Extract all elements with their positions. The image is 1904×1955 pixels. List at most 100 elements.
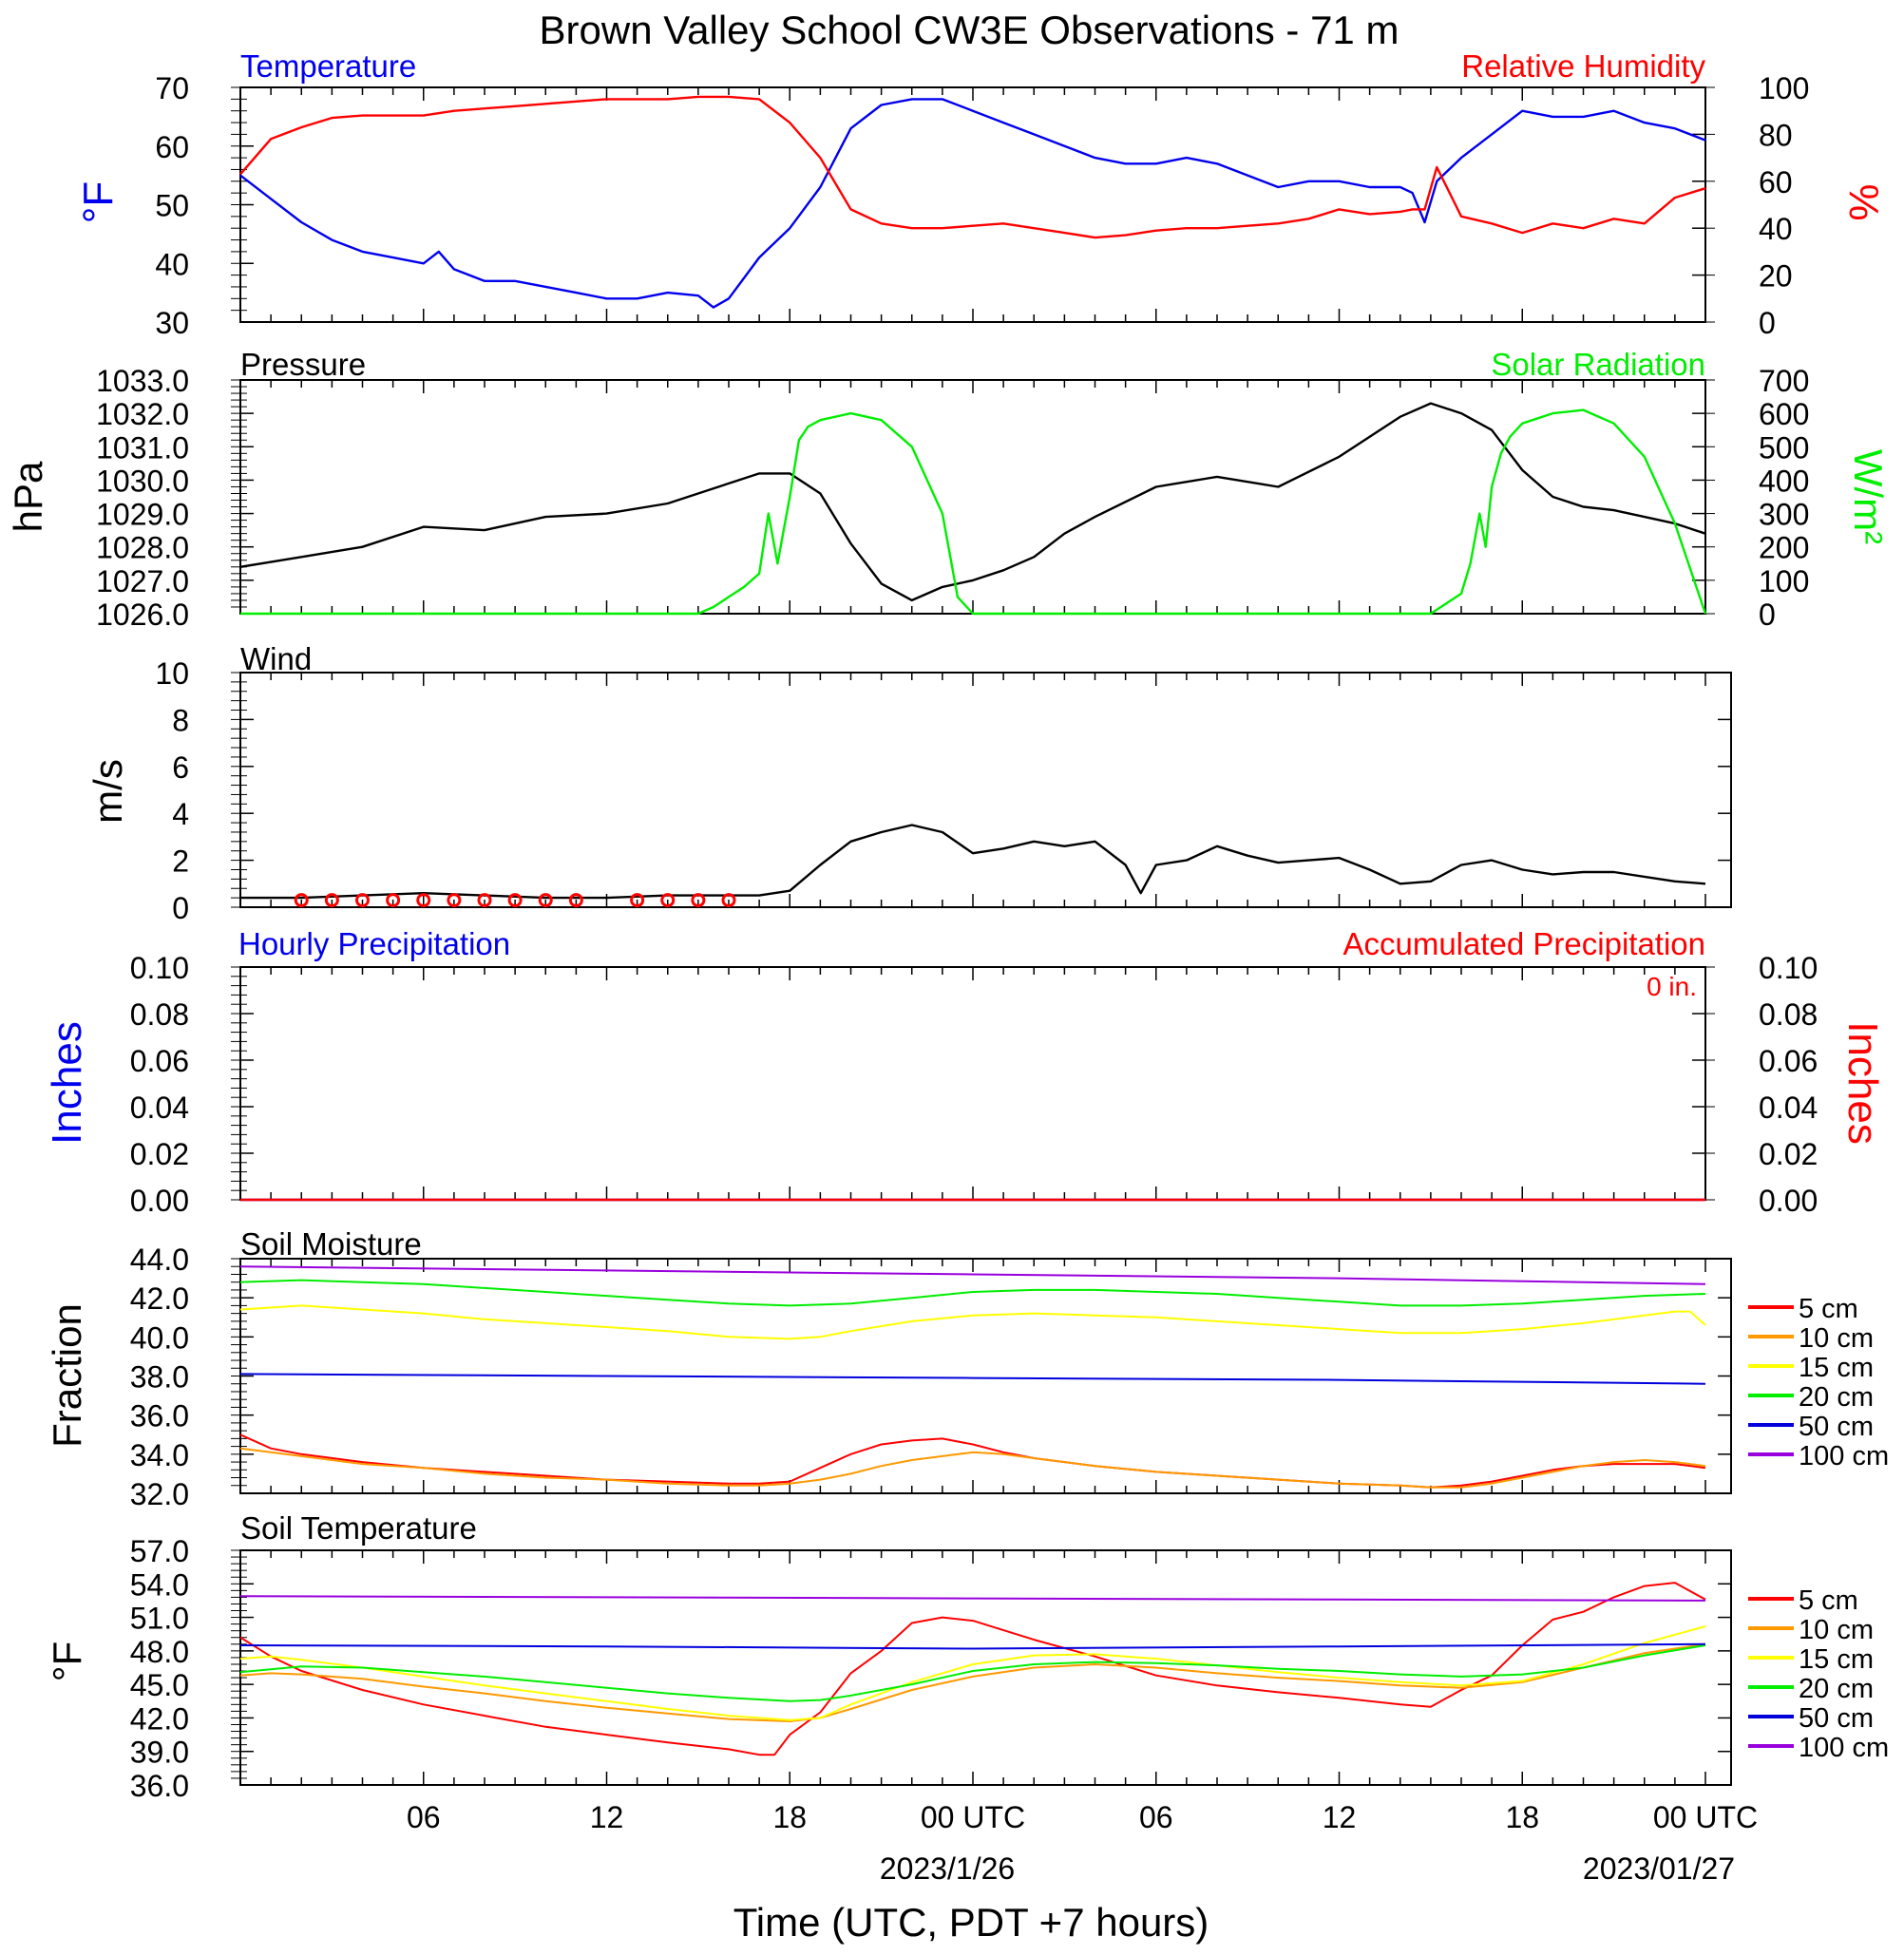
y-right-tick-label: 40 — [1759, 212, 1793, 246]
legend-label: 100 cm — [1799, 1733, 1889, 1763]
legend-label: 5 cm — [1799, 1294, 1858, 1324]
series-line-solar-radiation — [240, 408, 1707, 616]
y-right-tick-label: 0 — [1759, 306, 1776, 340]
series-line-10-cm — [239, 1447, 1706, 1489]
precip-left-axis-label: Inches — [44, 1021, 90, 1145]
x-axis-label: Time (UTC, PDT +7 hours) — [733, 1900, 1209, 1945]
calm-wind-marker — [477, 893, 492, 908]
series-line-wind — [240, 824, 1706, 900]
y-tick-label: 60 — [155, 130, 189, 164]
calm-wind-marker — [507, 893, 523, 908]
y-tick-label: 1027.0 — [96, 564, 189, 598]
legend-label: 15 cm — [1799, 1353, 1874, 1383]
y-tick-label: 44.0 — [130, 1243, 189, 1277]
y-tick-label: 0 — [172, 891, 189, 925]
y-right-tick-label: 0.00 — [1759, 1184, 1818, 1218]
x-tick-label: 06 — [1139, 1800, 1173, 1834]
y-tick-label: 0.04 — [130, 1091, 189, 1125]
plot-frame — [239, 966, 1706, 1201]
soil-temperature-title: Soil Temperature — [240, 1510, 477, 1546]
y-tick-label: 1031.0 — [96, 430, 189, 465]
soil-moisture-axis-label: Fraction — [45, 1303, 89, 1448]
y-tick-label: 1033.0 — [96, 364, 189, 398]
calm-wind-marker — [721, 893, 736, 908]
precip-right-axis-label: Inches — [1839, 1021, 1886, 1145]
series-line-50-cm — [239, 1373, 1706, 1385]
y-tick-label: 1028.0 — [96, 531, 189, 565]
calm-wind-marker — [294, 893, 309, 908]
y-right-tick-label: 700 — [1759, 364, 1809, 398]
chart-title: Brown Valley School CW3E Observations - … — [540, 8, 1399, 52]
calm-wind-marker — [660, 893, 676, 908]
y-tick-label: 51.0 — [130, 1602, 189, 1636]
accum-precip-value: 0 in. — [1647, 972, 1697, 1001]
y-right-tick-label: 0.06 — [1759, 1044, 1818, 1078]
y-tick-label: 42.0 — [130, 1701, 189, 1736]
calm-wind-marker — [416, 893, 431, 908]
y-tick-label: 8 — [172, 703, 189, 737]
x-tick-label: 12 — [590, 1800, 624, 1834]
y-tick-label: 39.0 — [130, 1736, 189, 1770]
series-line-15-cm — [239, 1304, 1706, 1340]
series-line-5-cm — [239, 1582, 1706, 1756]
x-tick-label: 00 UTC — [1653, 1800, 1758, 1834]
legend-label: 20 cm — [1799, 1674, 1874, 1704]
y-tick-label: 40.0 — [130, 1320, 189, 1355]
soil-moisture-title: Soil Moisture — [240, 1226, 422, 1262]
soil-moisture-panel: Soil Moisture Fraction 32.0 34.0 36.0 38.0 4… — [45, 1226, 1732, 1511]
y-right-tick-label: 600 — [1759, 397, 1809, 431]
y-tick-label: 50 — [155, 189, 189, 223]
y-tick-label: 0.00 — [130, 1184, 189, 1218]
y-tick-label: 36.0 — [130, 1399, 189, 1433]
y-tick-label: 40 — [155, 247, 189, 281]
series-line-relative-humidity — [239, 95, 1706, 239]
plot-frame — [239, 1549, 1732, 1786]
soil-temperature-panel: Soil Temperature °F 36.039.042.045.048.0… — [45, 1510, 1732, 1803]
y-tick-label: 2 — [172, 845, 189, 879]
y-tick-label: 1030.0 — [96, 464, 189, 498]
pressure-title: Pressure — [240, 347, 366, 382]
y-right-tick-label: 60 — [1759, 165, 1793, 199]
y-right-tick-label: 500 — [1759, 430, 1809, 465]
date-label-1: 2023/1/26 — [880, 1851, 1015, 1886]
y-tick-label: 0.10 — [130, 951, 189, 985]
legend-label: 100 cm — [1799, 1441, 1889, 1471]
y-right-tick-label: 200 — [1759, 531, 1809, 565]
accum-precip-title: Accumulated Precipitation — [1342, 926, 1705, 961]
y-right-tick-label: 0.08 — [1759, 997, 1818, 1032]
legend-label: 50 cm — [1799, 1412, 1874, 1442]
y-tick-label: 1032.0 — [96, 397, 189, 431]
y-tick-label: 57.0 — [130, 1534, 189, 1568]
wind-axis-label: m/s — [86, 759, 130, 824]
y-tick-label: 10 — [155, 656, 189, 691]
y-right-tick-label: 0.04 — [1759, 1091, 1818, 1125]
legend-label: 10 cm — [1799, 1615, 1874, 1645]
series-line-100-cm — [239, 1265, 1706, 1285]
y-tick-label: 6 — [172, 750, 189, 785]
y-right-tick-label: 400 — [1759, 464, 1809, 498]
y-right-tick-label: 300 — [1759, 498, 1809, 532]
x-tick-label: 00 UTC — [921, 1800, 1025, 1834]
y-tick-label: 1026.0 — [96, 598, 189, 632]
series-line-pressure — [239, 402, 1706, 602]
y-right-tick-label: 20 — [1759, 259, 1793, 294]
time-axis: 06 12 18 00 UTC 06 12 18 00 UTC — [407, 1800, 1758, 1834]
y-tick-label: 32.0 — [130, 1477, 189, 1511]
x-tick-label: 18 — [1505, 1800, 1539, 1834]
temperature-humidity-panel: Temperature Relative Humidity °F % 30 40 5… — [75, 48, 1887, 340]
calm-wind-marker — [691, 893, 706, 908]
y-tick-label: 0.06 — [130, 1044, 189, 1078]
calm-wind-marker — [386, 893, 401, 908]
y-tick-label: 0.02 — [130, 1137, 189, 1171]
x-tick-label: 06 — [407, 1800, 441, 1834]
series-line-temperature — [239, 98, 1706, 309]
y-tick-label: 36.0 — [130, 1769, 189, 1803]
x-tick-label: 12 — [1323, 1800, 1357, 1834]
y-right-tick-label: 100 — [1759, 564, 1809, 598]
y-tick-label: 0.08 — [130, 997, 189, 1032]
legend-label: 10 cm — [1799, 1323, 1874, 1354]
y-right-tick-label: 0.02 — [1759, 1137, 1818, 1171]
pressure-axis-label: hPa — [6, 461, 50, 532]
